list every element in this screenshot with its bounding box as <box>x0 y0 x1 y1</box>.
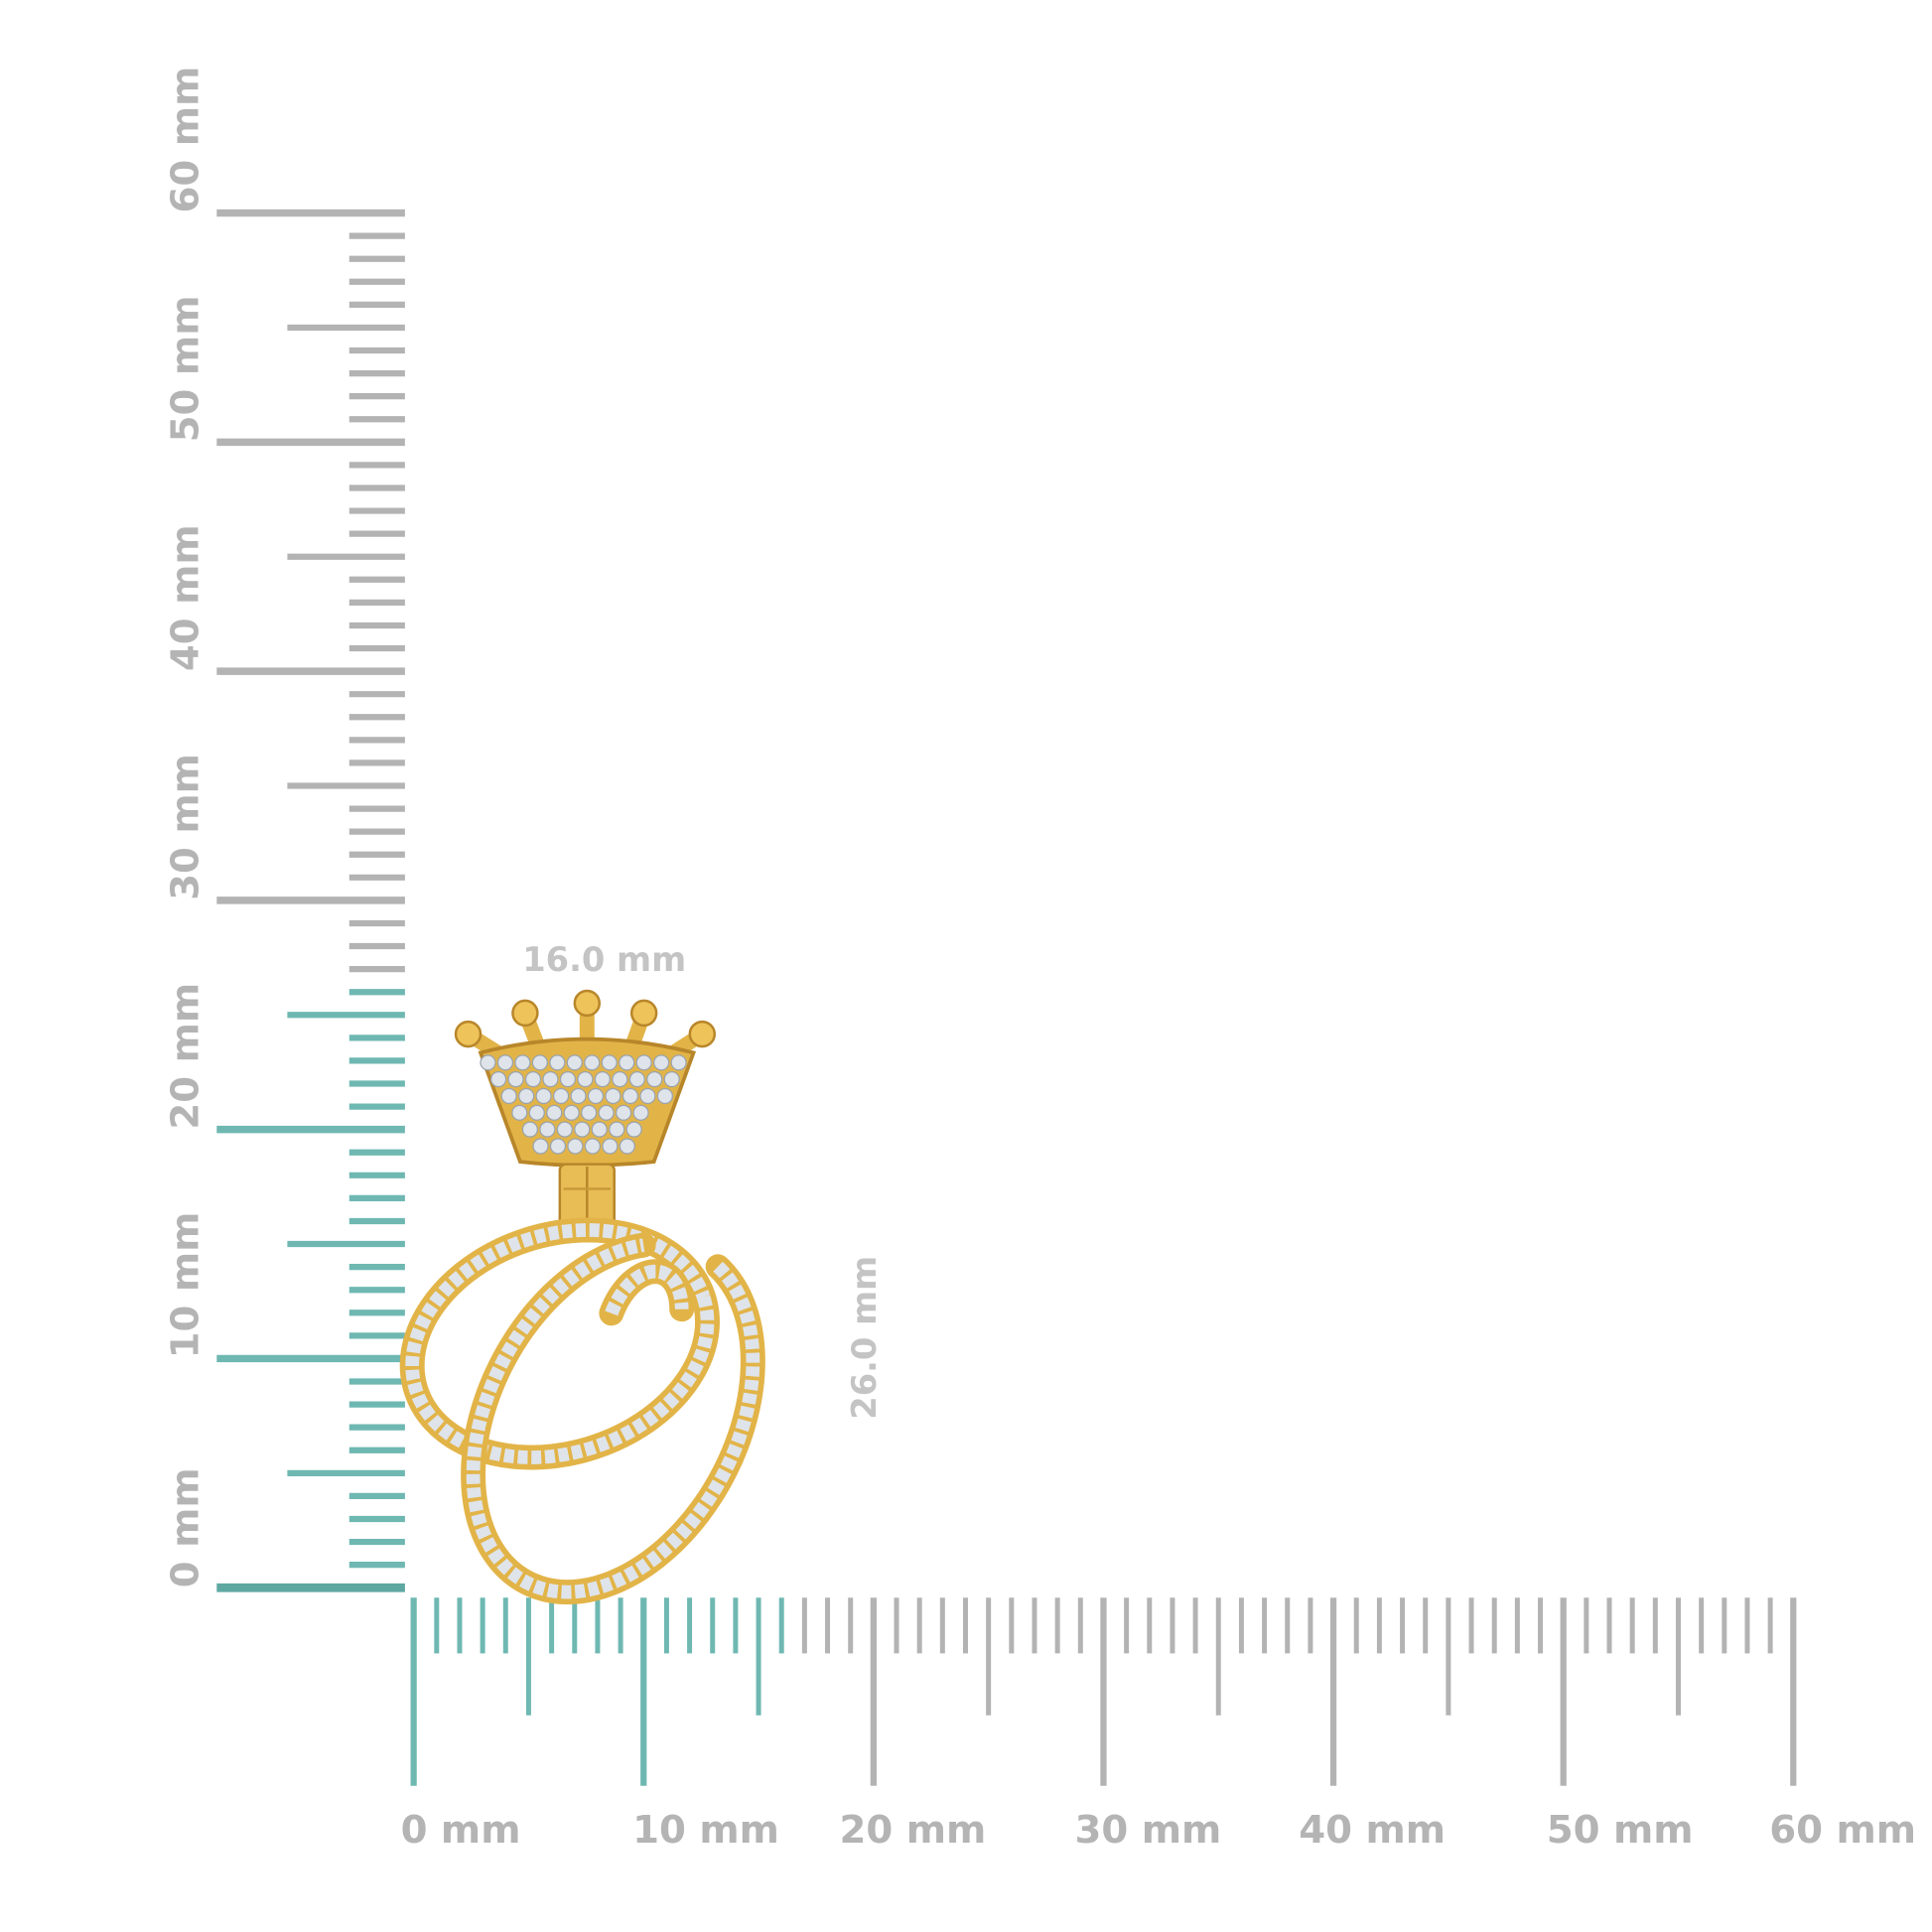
vertical-ruler-label: 40 mm <box>164 524 208 671</box>
diamond-stone <box>500 1087 517 1105</box>
horizontal-ruler-label: 30 mm <box>1074 1808 1221 1853</box>
diamond-stone <box>563 1104 580 1121</box>
diamond-stone <box>531 1054 548 1071</box>
diamond-stone <box>524 1071 542 1088</box>
diamond-stone <box>656 1087 673 1105</box>
diamond-stone <box>535 1087 552 1105</box>
diamond-stone <box>566 1054 583 1071</box>
diamond-stone <box>584 1054 601 1071</box>
diamond-stone <box>518 1087 535 1105</box>
diamond-stone <box>496 1054 514 1071</box>
letter-o-script <box>399 1217 765 1605</box>
diamond-stone <box>653 1054 670 1071</box>
diamond-stone <box>598 1104 615 1121</box>
diamond-stone <box>591 1121 608 1138</box>
diamond-stone <box>601 1054 618 1071</box>
bail <box>558 1163 616 1228</box>
diamond-stone <box>577 1071 594 1088</box>
diamond-stone <box>521 1121 539 1138</box>
height-dimension-label: 26.0 mm <box>845 1256 884 1420</box>
diamond-stone <box>639 1087 656 1105</box>
pave-loop <box>599 1259 695 1326</box>
crown-ball <box>511 999 539 1028</box>
diamond-stone <box>615 1104 632 1121</box>
diamond-stone <box>584 1138 602 1155</box>
diamond-stone <box>539 1121 556 1138</box>
vertical-ruler-label: 50 mm <box>164 296 208 443</box>
diamond-stone <box>546 1104 563 1121</box>
diamond-stone <box>489 1071 507 1088</box>
crown-ball <box>629 999 658 1028</box>
diamond-stone <box>549 1138 567 1155</box>
horizontal-ruler-label: 10 mm <box>632 1808 779 1853</box>
diamond-stone <box>559 1071 577 1088</box>
diamond-stone <box>635 1054 652 1071</box>
horizontal-ruler-label: 50 mm <box>1547 1808 1694 1853</box>
diamond-stone <box>594 1071 611 1088</box>
crown-letter-pendant <box>399 989 765 1605</box>
diamond-stone <box>612 1071 628 1088</box>
pave-loop <box>461 1232 765 1605</box>
diamond-stone <box>507 1071 524 1088</box>
diamond-stone <box>646 1071 663 1088</box>
horizontal-ruler-label: 60 mm <box>1769 1808 1916 1853</box>
diamond-stone <box>587 1087 605 1105</box>
diamond-stone <box>625 1121 642 1138</box>
diamond-stone <box>514 1054 531 1071</box>
diamond-stone <box>619 1138 635 1155</box>
crown-ball <box>454 1020 483 1048</box>
diamond-stone <box>532 1138 549 1155</box>
diamond-stone <box>663 1071 680 1088</box>
diamond-stone <box>605 1087 621 1105</box>
diamond-stone <box>511 1104 528 1121</box>
vertical-ruler: 0 mm 10 mm 20 mm 30 mm 40 mm 50 mm 60 mm <box>164 67 405 1592</box>
vertical-ruler-label: 0 mm <box>164 1467 208 1587</box>
diamond-stone <box>556 1121 573 1138</box>
vertical-ruler-label: 60 mm <box>164 67 208 213</box>
diamond-stone <box>542 1071 559 1088</box>
diamond-stone <box>480 1054 496 1071</box>
diamond-stone <box>619 1054 635 1071</box>
vertical-ruler-label: 30 mm <box>164 754 208 900</box>
horizontal-ruler-label: 0 mm <box>401 1808 521 1853</box>
crown-ball <box>688 1020 717 1048</box>
width-dimension-label: 16.0 mm <box>522 940 686 979</box>
diamond-stone <box>581 1104 598 1121</box>
crown-ball <box>573 989 602 1018</box>
diamond-stone <box>670 1054 687 1071</box>
diamond-stone <box>549 1054 566 1071</box>
diamond-stone <box>602 1138 619 1155</box>
diamond-stone <box>552 1087 570 1105</box>
diamond-stone <box>609 1121 625 1138</box>
diamond-stone <box>632 1104 649 1121</box>
diamond-stone <box>574 1121 591 1138</box>
crown <box>454 989 717 1168</box>
horizontal-ruler-label: 40 mm <box>1299 1808 1446 1853</box>
pave-loop <box>399 1217 720 1470</box>
vertical-ruler-label: 10 mm <box>164 1212 208 1359</box>
horizontal-ruler-label: 20 mm <box>839 1808 986 1853</box>
horizontal-ruler: 0 mm 10 mm 20 mm 30 mm 40 mm 50 mm 60 mm <box>401 1597 1916 1853</box>
diamond-stone <box>621 1087 639 1105</box>
diamond-stone <box>570 1087 587 1105</box>
diamond-stone <box>528 1104 545 1121</box>
diamond-stone <box>567 1138 584 1155</box>
vertical-ruler-label: 20 mm <box>164 983 208 1130</box>
diamond-stone <box>628 1071 645 1088</box>
